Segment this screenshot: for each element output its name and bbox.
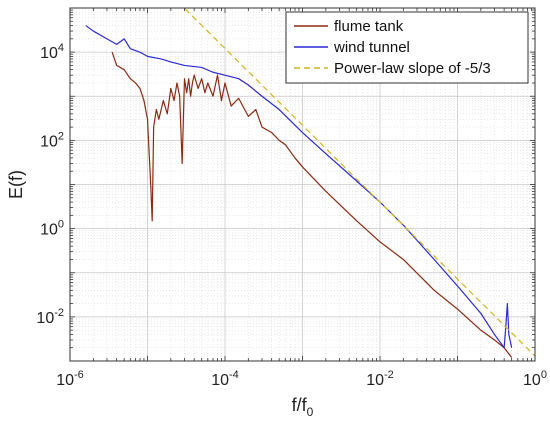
x-tick-label: 10-2	[366, 369, 394, 389]
series-line-power-law-slope-of-5-3	[183, 8, 535, 357]
y-tick-label: 100	[40, 219, 64, 239]
y-tick-label: 102	[40, 130, 64, 150]
legend-label: wind tunnel	[333, 39, 410, 56]
x-tick-label: 100	[523, 369, 547, 389]
x-axis-label: f/f0	[292, 395, 314, 419]
series-line-flume-tank	[111, 51, 513, 358]
y-tick-label: 104	[40, 42, 64, 62]
x-tick-label: 10-6	[56, 369, 84, 389]
x-tick-label: 10-4	[211, 369, 239, 389]
legend-label: Power-law slope of -5/3	[334, 60, 491, 77]
y-axis-label: E(f)	[6, 170, 26, 199]
axis-ticks: 10-6 10-4 10-2 100 10-2 100 102 104	[36, 7, 547, 389]
y-tick-label: 10-2	[36, 307, 64, 327]
legend: flume tank wind tunnel Power-law slope of …	[285, 11, 529, 84]
series-layer	[85, 8, 535, 358]
axis-labels: f/f0 E(f)	[6, 170, 314, 419]
series-line-wind-tunnel	[85, 25, 513, 349]
legend-label: flume tank	[334, 18, 404, 35]
